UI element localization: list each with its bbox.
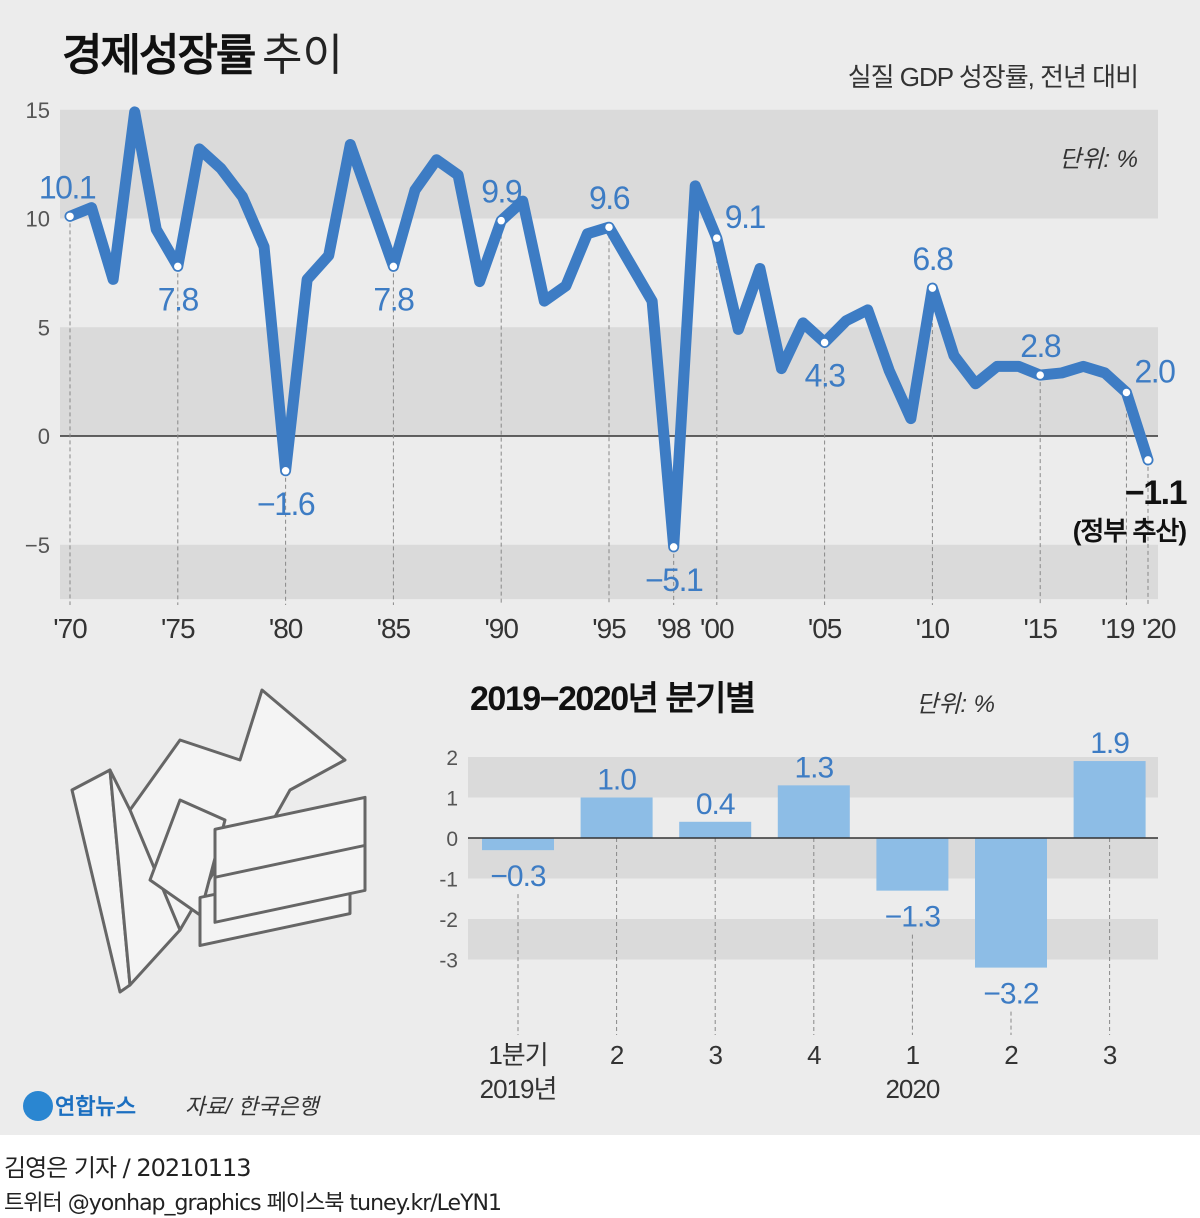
yonhap-logo-icon — [23, 1091, 53, 1121]
y-tick-label: −5 — [25, 533, 50, 558]
x-tick-label: '10 — [916, 613, 950, 644]
source-note: 자료/ 한국은행 — [185, 1094, 321, 1119]
labeled-point-marker — [603, 221, 615, 233]
bar — [679, 821, 752, 838]
bar — [975, 838, 1047, 968]
grid-band — [468, 838, 1158, 879]
grid-band — [468, 919, 1158, 960]
bar-value-label: 1.0 — [597, 764, 636, 797]
bar-unit: 단위: % — [916, 691, 995, 718]
y-tick-label: 1 — [446, 788, 458, 811]
x-tick-label: '98 — [657, 613, 691, 644]
x-tick-label: '85 — [377, 613, 411, 644]
labeled-point-marker — [1142, 454, 1154, 466]
data-label: 4.3 — [805, 357, 846, 393]
category-label: 1분기 — [488, 1040, 547, 1070]
bar-title: 2019−2020년 분기별 — [470, 680, 755, 718]
labeled-point-marker — [819, 337, 830, 348]
data-label: 9.6 — [589, 180, 630, 216]
x-tick-label: '05 — [808, 613, 842, 644]
data-label: 10.1 — [39, 169, 96, 205]
x-tick-label: '00 — [700, 613, 734, 644]
bar-value-label: −3.2 — [983, 978, 1039, 1011]
y-tick-label: -3 — [439, 950, 458, 973]
rising-arrow-money-illustration — [70, 688, 367, 994]
x-tick-label: '80 — [269, 613, 303, 644]
category-label: 3 — [1103, 1040, 1117, 1070]
bar — [580, 797, 653, 838]
y-tick-label: 2 — [446, 747, 458, 770]
y-tick-label: -1 — [439, 869, 458, 892]
y-tick-label: -2 — [439, 909, 458, 932]
category-label: 3 — [708, 1040, 722, 1070]
bar-value-label: 1.3 — [794, 751, 833, 784]
y-tick-label: 0 — [38, 424, 50, 449]
labeled-point-marker — [1121, 387, 1132, 398]
logo-text: 연합뉴스 — [55, 1094, 136, 1119]
y-tick-label: 5 — [38, 315, 50, 340]
x-tick-label: '75 — [161, 613, 195, 644]
data-label: 6.8 — [912, 241, 953, 277]
labeled-point-marker — [495, 215, 507, 226]
line-unit: 단위: % — [1059, 146, 1138, 173]
data-label-note: (정부 추산) — [1073, 516, 1187, 546]
data-label: 7.8 — [158, 281, 199, 317]
year-group-label: 2019년 — [480, 1074, 557, 1104]
bar — [1073, 761, 1146, 838]
y-tick-label: 10 — [26, 207, 50, 232]
labeled-point-marker — [711, 232, 723, 244]
labeled-point-marker — [1034, 369, 1046, 381]
title-bold: 경제성장률 — [62, 31, 255, 80]
year-group-label: 2020 — [885, 1074, 939, 1104]
labeled-point-marker — [64, 211, 76, 222]
data-label: 2.0 — [1134, 354, 1175, 390]
byline: 김영은 기자 / 20210113 — [4, 1154, 252, 1182]
title-light: 추이 — [262, 31, 343, 80]
bar-value-label: −1.3 — [885, 901, 941, 934]
labeled-point-marker — [172, 261, 184, 272]
bar-value-label: 0.4 — [696, 788, 735, 821]
data-label: −1.1 — [1125, 474, 1187, 512]
category-label: 2 — [610, 1040, 624, 1070]
data-label: −1.6 — [257, 486, 315, 522]
labeled-point-marker — [668, 541, 679, 553]
x-tick-label: '70 — [53, 613, 87, 644]
data-label: 2.8 — [1020, 328, 1061, 364]
bar-value-label: −0.3 — [490, 860, 546, 893]
category-label: 1 — [906, 1040, 920, 1070]
labeled-point-marker — [927, 282, 938, 294]
x-tick-label: '15 — [1023, 613, 1057, 644]
category-label: 2 — [1004, 1040, 1018, 1070]
x-tick-label: '19 — [1101, 613, 1135, 644]
line-subtitle: 실질 GDP 성장률, 전년 대비 — [848, 62, 1138, 92]
yonhap-logo: 연합뉴스 — [23, 1091, 136, 1121]
category-label: 4 — [807, 1040, 821, 1070]
bar — [876, 838, 949, 891]
bar — [777, 785, 850, 838]
x-tick-label: '20 — [1142, 613, 1176, 644]
social-links: 트위터 @yonhap_graphics 페이스북 tuney.kr/LeYN1 — [4, 1191, 502, 1216]
x-tick-label: '95 — [592, 613, 626, 644]
data-label: 7.8 — [373, 281, 414, 317]
y-tick-label: 0 — [446, 828, 458, 851]
data-label: −5.1 — [645, 562, 703, 598]
labeled-point-marker — [280, 465, 291, 477]
x-tick-label: '90 — [484, 613, 518, 644]
labeled-point-marker — [388, 261, 399, 272]
bar-value-label: 1.9 — [1090, 727, 1129, 760]
data-label: 9.9 — [481, 174, 522, 210]
chart-svg: 경제성장률 추이 실질 GDP 성장률, 전년 대비 151050−5'70'7… — [23, 31, 1188, 1121]
bar — [482, 838, 554, 851]
data-label: 9.1 — [725, 199, 766, 235]
y-tick-label: 15 — [26, 98, 50, 123]
